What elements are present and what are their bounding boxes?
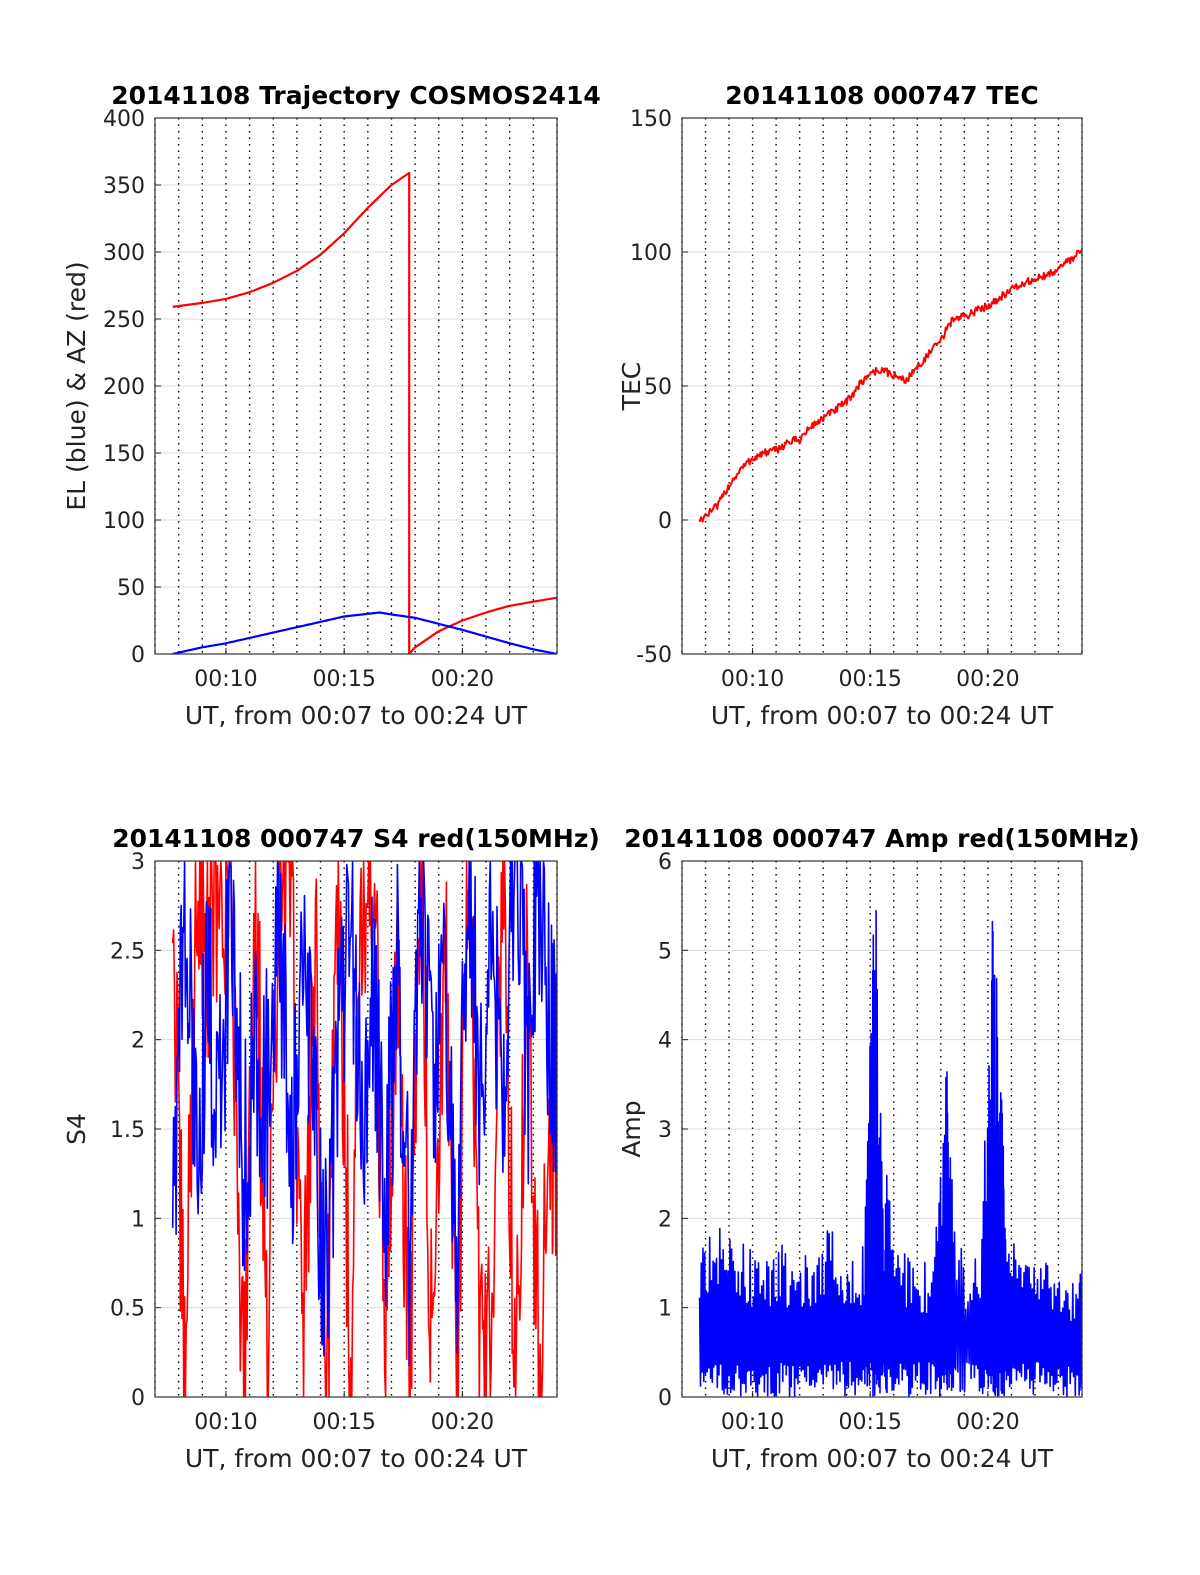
y-tick-label: 400 — [103, 107, 145, 132]
series-line — [171, 861, 557, 1367]
x-tick-label: 00:15 — [312, 667, 375, 692]
y-tick-label: 100 — [103, 509, 145, 534]
chart-title: 20141108 000747 S4 red(150MHz) — [112, 824, 600, 853]
y-tick-label: 0 — [658, 1386, 672, 1411]
x-tick-label: 00:20 — [956, 667, 1019, 692]
series-line — [172, 611, 557, 654]
y-tick-label: 350 — [103, 174, 145, 199]
y-tick-label: 3 — [658, 1118, 672, 1143]
chart-panel-s4: 0 0.5 1 1.5 2 2.5 3 00:10 00:15 00:20 20141108 00… — [62, 824, 600, 1473]
y-tick-label: 6 — [658, 850, 672, 875]
y-tick-label: 5 — [658, 939, 672, 964]
y-axis-label: Amp — [617, 1100, 646, 1157]
chart-panel-amp: 0 1 2 3 4 5 6 00:10 00:15 00:20 20141108 000747 A… — [617, 824, 1140, 1473]
x-tick-label: 00:20 — [431, 667, 494, 692]
x-tick-label: 00:10 — [721, 667, 784, 692]
x-tick-label: 00:15 — [839, 667, 902, 692]
chart-title: 20141108 Trajectory COSMOS2414 — [111, 81, 601, 110]
axes-frame — [681, 860, 1083, 1398]
x-tick-label: 00:20 — [956, 1410, 1019, 1435]
x-axis-label: UT, from 00:07 to 00:24 UT — [711, 1444, 1054, 1473]
y-tick-label: 4 — [658, 1029, 672, 1054]
y-tick-label: 2.5 — [110, 939, 145, 964]
y-tick-label: 2 — [131, 1029, 145, 1054]
y-tick-label: -50 — [636, 643, 672, 668]
series-line — [698, 910, 1082, 1397]
y-tick-label: 300 — [103, 241, 145, 266]
y-tick-label: 250 — [103, 308, 145, 333]
y-tick-label: 100 — [630, 241, 672, 266]
y-tick-label: 1.5 — [110, 1118, 145, 1143]
y-tick-label: 1 — [658, 1297, 672, 1322]
y-tick-label: 3 — [131, 850, 145, 875]
y-axis-label: EL (blue) & AZ (red) — [62, 261, 91, 510]
y-tick-label: 150 — [630, 107, 672, 132]
x-tick-label: 00:10 — [194, 667, 257, 692]
y-tick-label: 150 — [103, 442, 145, 467]
y-axis-label: TEC — [617, 362, 646, 412]
y-tick-label: 0.5 — [110, 1297, 145, 1322]
y-tick-label: 0 — [131, 643, 145, 668]
x-tick-label: 00:15 — [839, 1410, 902, 1435]
chart-title: 20141108 000747 TEC — [725, 81, 1038, 110]
axes-frame — [154, 117, 558, 655]
series-line — [172, 171, 557, 654]
x-axis-label: UT, from 00:07 to 00:24 UT — [185, 1444, 528, 1473]
y-tick-label: 1 — [131, 1207, 145, 1232]
x-tick-label: 00:20 — [431, 1410, 494, 1435]
y-tick-label: 0 — [658, 509, 672, 534]
y-tick-label: 50 — [644, 375, 672, 400]
x-axis-label: UT, from 00:07 to 00:24 UT — [185, 701, 528, 730]
chart-title: 20141108 000747 Amp red(150MHz) — [624, 824, 1140, 853]
axes-frame — [154, 860, 558, 1398]
x-tick-label: 00:15 — [312, 1410, 375, 1435]
x-tick-label: 00:10 — [194, 1410, 257, 1435]
y-tick-label: 200 — [103, 375, 145, 400]
chart-panel-trajectory: 20141108 Trajectory COSMOS2414 0 50 100 150… — [62, 81, 601, 730]
series-line — [698, 248, 1082, 523]
x-tick-label: 00:10 — [721, 1410, 784, 1435]
chart-panel-tec: 20141108 000747 TEC -50 0 50 100 150 00:10 00:… — [617, 81, 1083, 730]
y-tick-label: 0 — [131, 1386, 145, 1411]
y-tick-label: 2 — [658, 1207, 672, 1232]
y-axis-label: S4 — [62, 1113, 91, 1145]
x-axis-label: UT, from 00:07 to 00:24 UT — [711, 701, 1054, 730]
axes-frame — [681, 117, 1083, 655]
y-tick-label: 50 — [117, 576, 145, 601]
